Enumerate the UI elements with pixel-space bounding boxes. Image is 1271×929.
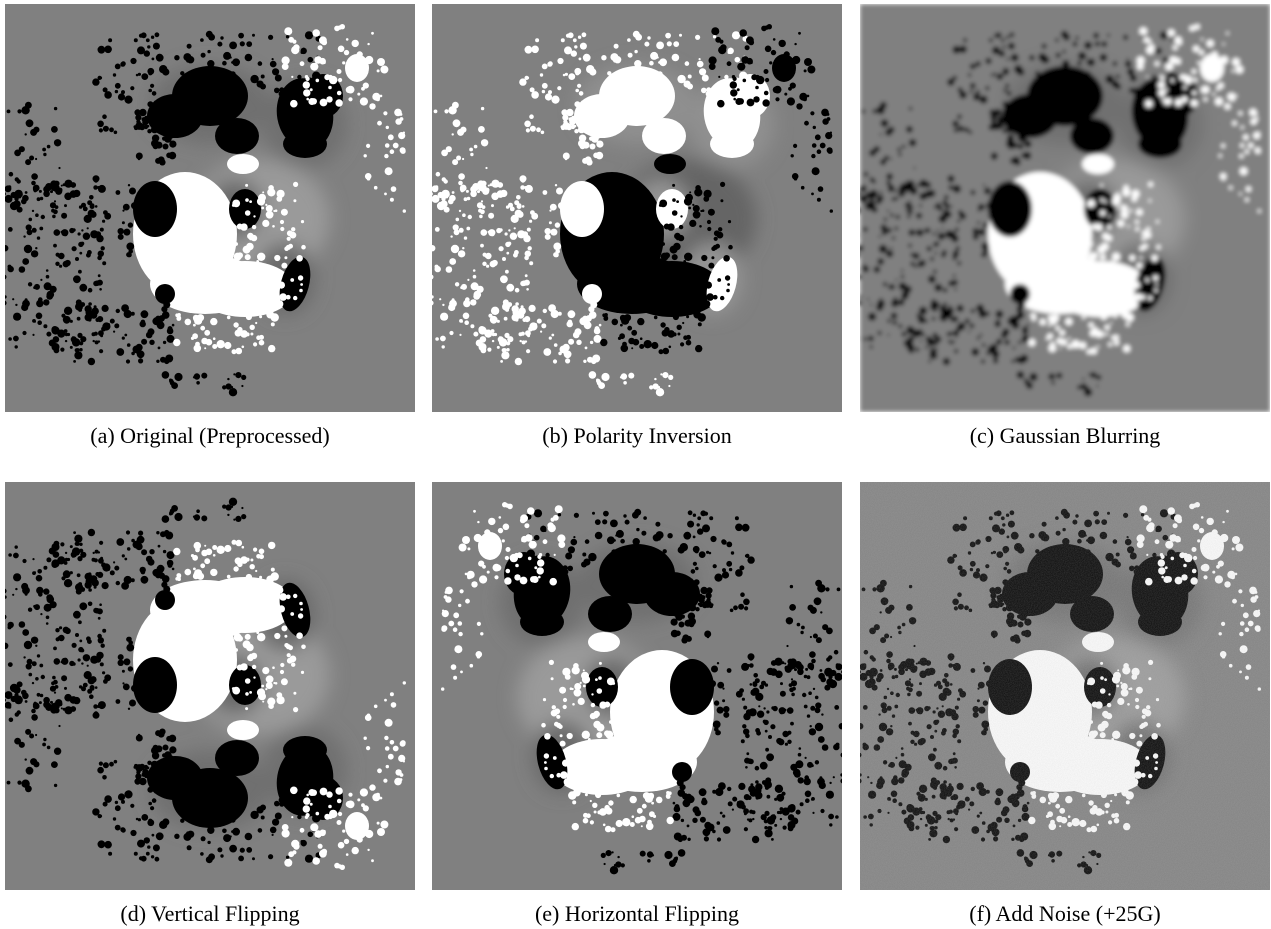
magnetogram-original-image: [5, 4, 415, 412]
magnetogram-original: [5, 4, 415, 412]
caption-d: (d) Vertical Flipping: [120, 901, 300, 926]
magnetogram-vertical-flipping-image: [5, 482, 415, 890]
caption-f: (f) Add Noise (+25G): [969, 901, 1161, 926]
magnetogram-gaussian-blurring-image: [860, 4, 1270, 412]
caption-e: (e) Horizontal Flipping: [534, 901, 740, 926]
caption-b: (b) Polarity Inversion: [542, 423, 732, 448]
magnetogram-horizontal-flipping: [432, 482, 842, 890]
magnetogram-polarity-inversion: [432, 4, 842, 412]
noise-overlay: [860, 482, 1270, 890]
caption-c: (c) Gaussian Blurring: [969, 423, 1161, 448]
magnetogram-add-noise: [860, 482, 1270, 890]
caption-a: (a) Original (Preprocessed): [90, 423, 330, 448]
magnetogram-add-noise-image: [860, 482, 1270, 890]
magnetogram-polarity-inversion-image: [432, 4, 842, 412]
magnetogram-vertical-flipping: [5, 482, 415, 890]
magnetogram-horizontal-flipping-image: [432, 482, 842, 890]
magnetogram-gaussian-blurring: [860, 4, 1270, 412]
